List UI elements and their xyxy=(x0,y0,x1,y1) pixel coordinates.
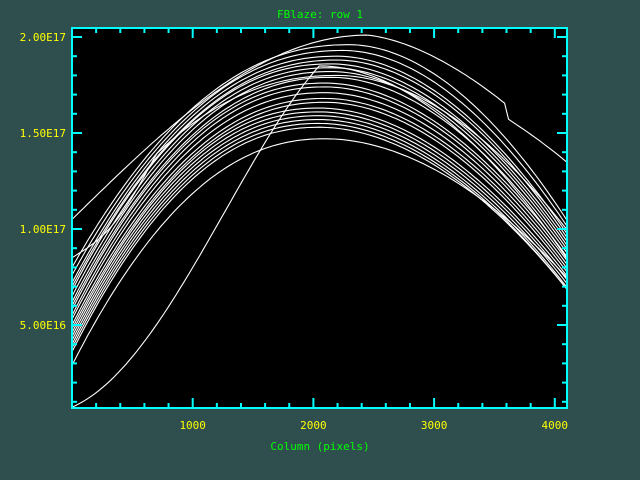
curve-order-23 xyxy=(71,65,567,408)
curve-order-21 xyxy=(71,138,567,366)
axis-frame xyxy=(71,27,568,409)
curve-order-13 xyxy=(71,97,567,326)
x-tick-label: 3000 xyxy=(421,419,448,432)
y-tick-label: 5.00E16 xyxy=(20,319,66,332)
y-tick-label: 1.50E17 xyxy=(20,127,66,140)
x-tick-label: 4000 xyxy=(542,419,569,432)
curve-order-12 xyxy=(71,92,567,320)
curve-order-15 xyxy=(71,107,567,333)
curve-order-5 xyxy=(71,59,567,287)
chart-title: FBlaze: row 1 xyxy=(276,8,364,21)
y-tick-labels: 5.00E16 1.00E17 1.50E17 2.00E17 xyxy=(20,31,66,332)
plot-background xyxy=(72,28,567,408)
curve-order-7 xyxy=(71,67,567,297)
curve-order-16 xyxy=(71,111,567,337)
x-tick-label: 1000 xyxy=(179,419,206,432)
curve-order-22 xyxy=(71,74,567,259)
curve-order-1 xyxy=(71,34,567,220)
curve-order-14 xyxy=(71,101,567,330)
y-tick-label: 2.00E17 xyxy=(20,31,66,44)
curve-order-3 xyxy=(71,49,567,276)
curve-order-8 xyxy=(71,71,567,303)
x-axis-label: Column (pixels) xyxy=(270,440,370,453)
curve-order-19 xyxy=(71,122,567,349)
curve-order-4 xyxy=(71,55,567,284)
y-tick-label: 1.00E17 xyxy=(20,223,66,236)
curve-order-17 xyxy=(71,115,567,341)
x-tick-labels: 1000 2000 3000 4000 xyxy=(179,419,568,432)
curve-order-2 xyxy=(71,44,567,268)
curve-order-10 xyxy=(71,82,567,310)
curve-order-11 xyxy=(71,86,567,316)
blaze-curves xyxy=(71,34,567,408)
curve-order-18 xyxy=(71,119,567,345)
x-tick-label: 2000 xyxy=(300,419,327,432)
